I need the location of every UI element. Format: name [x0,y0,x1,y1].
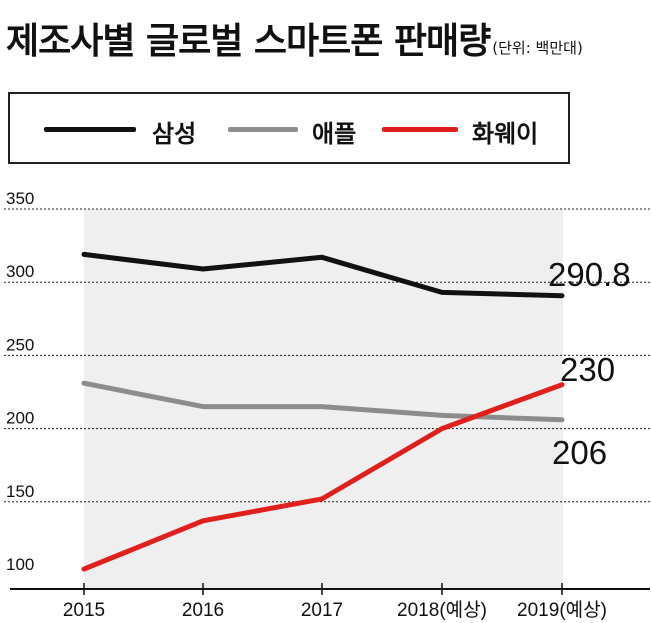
series-line-samsung [81,251,565,299]
chart-title: 제조사별 글로벌 스마트폰 판매량 [6,21,491,62]
legend-label-apple: 애플 [312,120,357,148]
legend: 삼성 애플 화웨이 [8,92,570,164]
y-tick-label: 100 [6,555,34,574]
x-tick-label: 2017 [301,600,343,621]
series-line-apple [81,380,565,423]
y-tick-label: 150 [6,482,34,501]
unit-label: (단위: 백만대) [492,39,583,57]
value-label-huawei: 230 [560,351,615,388]
y-tick-label: 300 [6,262,34,281]
legend-label-huawei: 화웨이 [472,120,539,148]
x-tick-label: 2016 [182,600,224,621]
legend-label-samsung: 삼성 [152,120,197,148]
x-axis-ticks: 2015 2016 2017 2018(예상) 2019(예상) [63,583,607,621]
series-line-huawei [81,382,565,572]
value-label-samsung: 290.8 [548,256,631,293]
y-axis-ticks: 350 300 250 200 150 100 [6,189,34,574]
series-lines [81,251,565,572]
y-tick-label: 350 [6,189,34,208]
legend-swatch-apple [228,127,298,132]
x-tick-label: 2015 [63,600,105,621]
x-tick-label: 2019(예상) [517,599,607,621]
y-tick-label: 200 [6,409,34,428]
y-tick-label: 250 [6,335,34,354]
x-tick-label: 2018(예상) [397,599,487,621]
legend-swatch-huawei [382,127,458,132]
end-labels: 290.8 206 230 [548,256,631,471]
chart-title-row: 제조사별 글로벌 스마트폰 판매량 (단위: 백만대) [6,12,583,64]
legend-swatch-samsung [44,127,136,132]
value-label-apple: 206 [552,434,607,471]
